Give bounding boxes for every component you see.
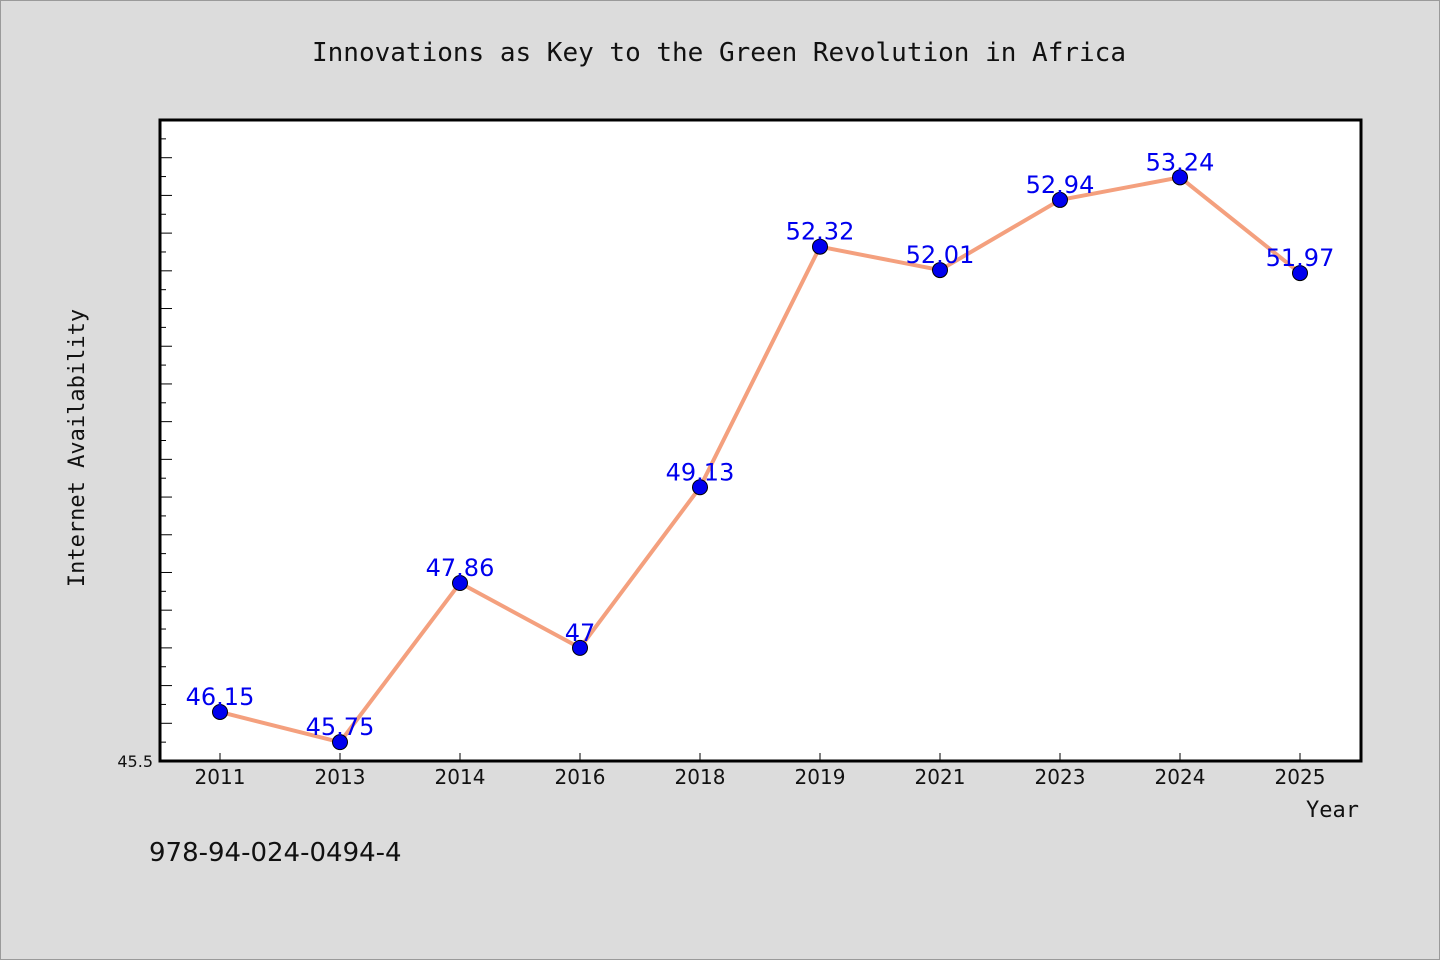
x-tick-label: 2018 [675,765,726,789]
y-axis-ticks [160,138,172,743]
x-tick-label: 2014 [435,765,486,789]
x-axis-label: Year [1306,798,1359,823]
data-label: 47 [565,619,596,647]
data-point [692,479,708,496]
data-point [812,238,828,255]
data-point [332,734,348,751]
data-point [1292,265,1308,282]
y-axis-min-label: 45.5 [117,752,153,771]
x-tick-label: 2024 [1155,765,1206,789]
data-label: 52.32 [786,218,855,246]
data-point [572,639,588,656]
data-label: 52.01 [906,241,975,269]
x-tick-label: 2021 [915,765,966,789]
footnote-isbn: 978-94-024-0494-4 [149,838,402,868]
x-tick-label: 2023 [1035,765,1086,789]
chart-title: Innovations as Key to the Green Revoluti… [312,38,1126,68]
data-label: 52.94 [1026,171,1095,199]
x-tick-label: 2025 [1275,765,1326,789]
plot-area [158,118,1363,763]
y-axis-label: Internet Availability [65,309,90,587]
x-tick-label: 2016 [555,765,606,789]
x-tick-label: 2019 [795,765,846,789]
data-point [212,703,228,720]
data-point [932,262,948,279]
data-label: 53.24 [1146,148,1215,176]
x-axis-ticks: 2011 2013 2014 2016 2018 2019 2021 2023 2024 2025 [195,753,1326,789]
series-line [218,175,1302,745]
data-label: 46.15 [186,683,255,711]
x-tick-label: 2013 [315,765,366,789]
data-label: 49.13 [666,458,735,486]
data-point [1052,191,1068,208]
x-tick-label: 2011 [195,765,246,789]
data-label: 45.75 [306,713,375,741]
series-layer: 46.15 45.75 47.86 47 49.13 52.32 52.01 52.94 53.… [186,148,1335,751]
data-label: 47.86 [426,554,495,582]
data-label: 51.97 [1266,244,1335,272]
data-point [452,575,468,592]
data-point [1172,169,1188,186]
